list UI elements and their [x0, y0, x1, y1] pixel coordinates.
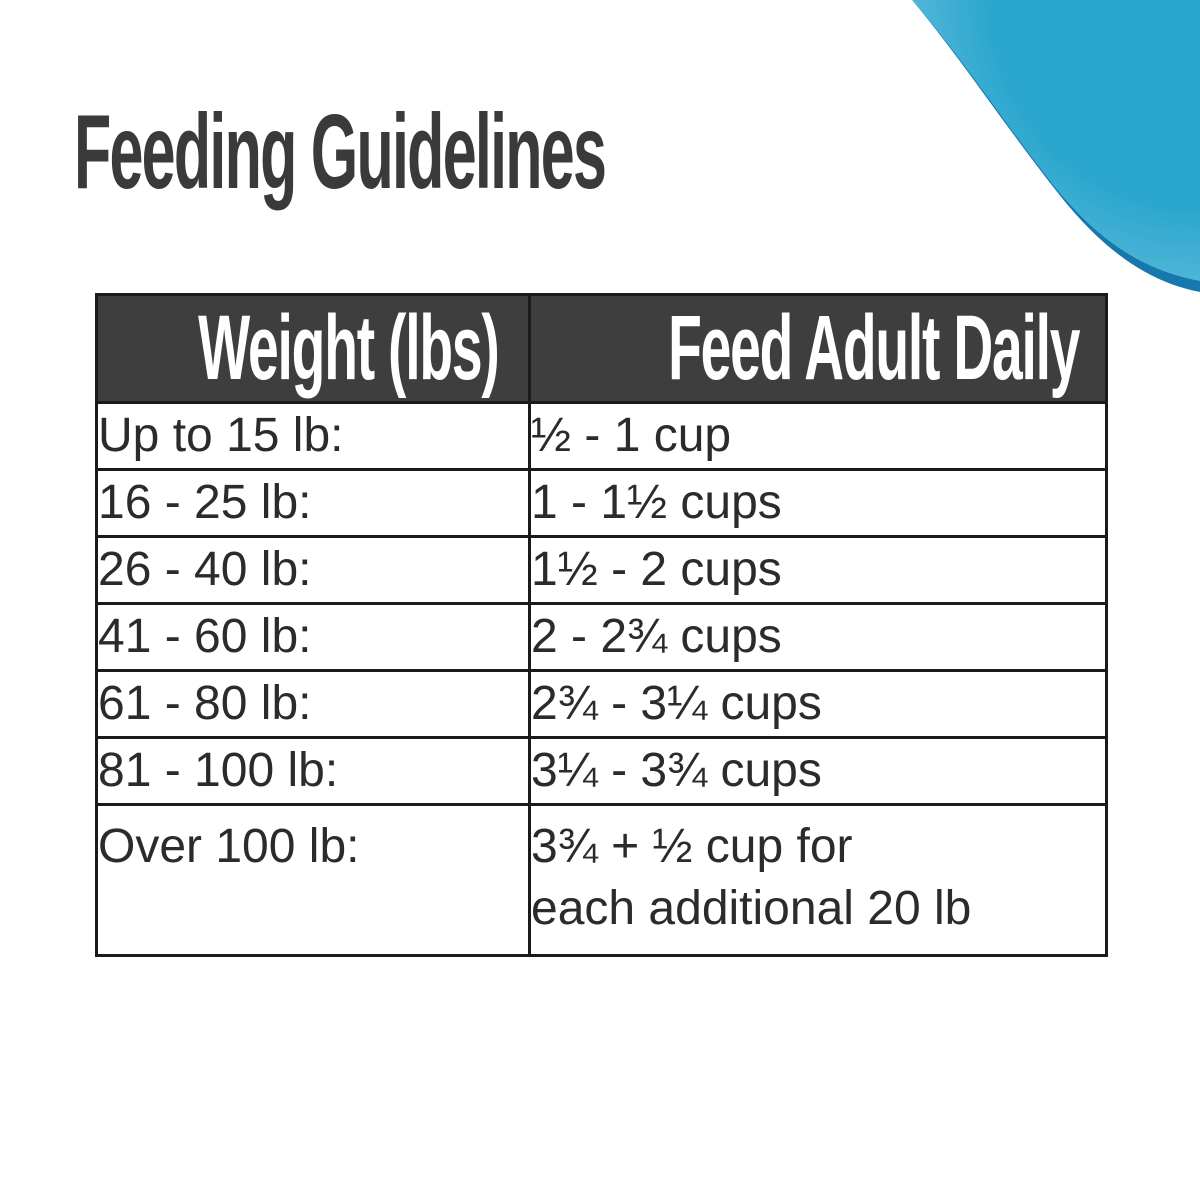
weight-cell: 81 - 100 lb:: [95, 736, 531, 806]
table-row: 16 - 25 lb: 1 - 1½ cups: [95, 468, 1108, 538]
feed-cell: 1 - 1½ cups: [528, 468, 1108, 538]
feed-column-header: Feed Adult Daily: [528, 293, 1108, 404]
weight-cell: 16 - 25 lb:: [95, 468, 531, 538]
table-header-row: Weight (lbs) Feed Adult Daily: [95, 293, 1108, 404]
table-row: 26 - 40 lb: 1½ - 2 cups: [95, 535, 1108, 605]
weight-cell: 26 - 40 lb:: [95, 535, 531, 605]
feed-cell: 1½ - 2 cups: [528, 535, 1108, 605]
weight-cell: Over 100 lb:: [95, 803, 531, 957]
weight-cell: Up to 15 lb:: [95, 401, 531, 471]
feed-cell: 2 - 2¾ cups: [528, 602, 1108, 672]
feed-cell: 3¼ - 3¾ cups: [528, 736, 1108, 806]
feed-column-header-label: Feed Adult Daily: [668, 297, 1080, 399]
table-row: Up to 15 lb: ½ - 1 cup: [95, 401, 1108, 471]
swoosh-dark-edge: [912, 0, 1200, 292]
swoosh-main-shape: [912, 0, 1200, 281]
feed-cell: 2¾ - 3¼ cups: [528, 669, 1108, 739]
feed-cell: 3¾ + ½ cup for each additional 20 lb: [528, 803, 1108, 957]
weight-column-header-label: Weight (lbs): [198, 297, 500, 399]
weight-cell: 41 - 60 lb:: [95, 602, 531, 672]
feeding-guidelines-table: Weight (lbs) Feed Adult Daily Up to 15 l…: [95, 293, 1108, 957]
table-row: 81 - 100 lb: 3¼ - 3¾ cups: [95, 736, 1108, 806]
page-title: Feeding Guidelines: [74, 93, 607, 211]
table-row: 41 - 60 lb: 2 - 2¾ cups: [95, 602, 1108, 672]
feeding-table-body: Up to 15 lb: ½ - 1 cup 16 - 25 lb: 1 - 1½ c…: [95, 401, 1108, 957]
table-header: Weight (lbs) Feed Adult Daily: [95, 293, 1108, 404]
table-row: 61 - 80 lb: 2¾ - 3¼ cups: [95, 669, 1108, 739]
table-row: Over 100 lb: 3¾ + ½ cup for each addition…: [95, 803, 1108, 957]
weight-cell: 61 - 80 lb:: [95, 669, 531, 739]
feed-cell: ½ - 1 cup: [528, 401, 1108, 471]
weight-column-header: Weight (lbs): [95, 293, 531, 404]
